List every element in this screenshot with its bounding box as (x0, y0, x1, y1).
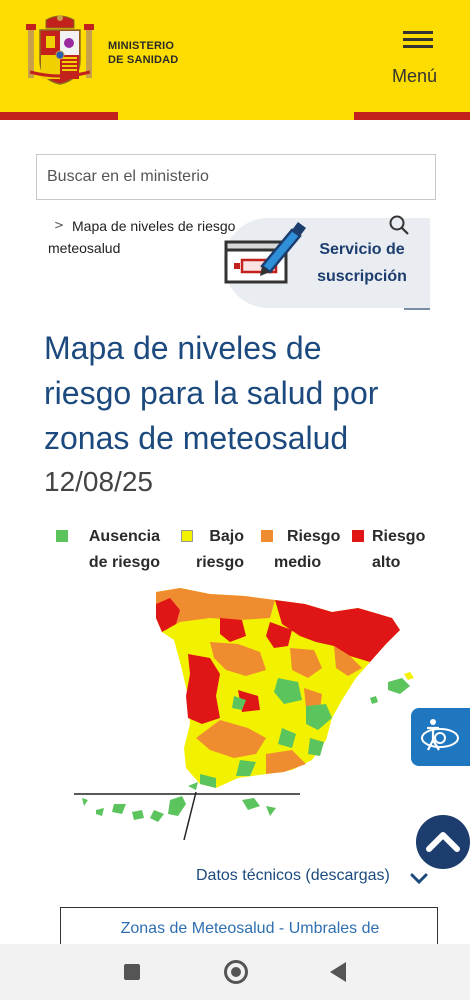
ministry-name[interactable]: MINISTERIO DE SANIDAD (108, 39, 178, 67)
page-title-line-1: Mapa de niveles de (44, 330, 322, 366)
risk-map[interactable] (70, 578, 440, 848)
recents-icon[interactable] (124, 964, 140, 980)
breadcrumb-current: Mapa de niveles de riesgo (72, 218, 236, 234)
legend-label-2b: riesgo (195, 554, 244, 571)
header-stripe-red (0, 112, 118, 120)
back-icon[interactable] (330, 962, 346, 982)
back-to-top-button[interactable] (416, 815, 470, 869)
legend-item-none: Ausencia de riesgo (68, 524, 160, 576)
legend-label-4b: alto (372, 554, 401, 571)
system-navbar (0, 944, 470, 1000)
legend-swatch-medium (261, 530, 273, 542)
coat-of-arms-logo[interactable] (24, 14, 96, 88)
legend-label-3b: medio (274, 554, 322, 571)
site-header: MINISTERIO DE SANIDAD Menú (0, 0, 470, 112)
subscription-underline (404, 308, 430, 310)
legend-item-high: Riesgo alto (372, 524, 436, 576)
subscription-line-1: Servicio de (319, 241, 405, 258)
legend-label-1a: Ausencia (88, 528, 160, 545)
legend-label-2a: Bajo (209, 528, 244, 545)
subscription-label[interactable]: Servicio de suscripción (306, 236, 418, 290)
zones-accordion[interactable]: Zonas de Meteosalud - Umbrales de (60, 907, 438, 957)
home-icon[interactable] (224, 960, 248, 984)
legend-swatch-low (181, 530, 193, 542)
legend-label-3a: Riesgo (287, 528, 341, 545)
menu-button[interactable]: Menú (392, 66, 438, 86)
legend-swatch-high (352, 530, 364, 542)
hamburger-icon[interactable] (403, 31, 433, 48)
header-stripe-red-right (354, 112, 470, 120)
legend-label-1b: de riesgo (88, 554, 160, 571)
ministry-line-1: MINISTERIO (108, 40, 175, 52)
pen-signing-icon (224, 222, 306, 284)
legend-item-medium: Riesgo medio (274, 524, 344, 576)
map-date: 12/08/25 (44, 466, 153, 497)
zones-link[interactable]: Zonas de Meteosalud - Umbrales de (120, 920, 380, 937)
breadcrumb-current-cont: meteosalud (48, 240, 121, 256)
page-title-line-2: riesgo para la salud por (44, 375, 379, 411)
search-icon[interactable] (388, 214, 410, 236)
page-title: Mapa de niveles de riesgo para la salud … (44, 326, 444, 461)
legend-swatch-none (56, 530, 68, 542)
subscription-line-2: suscripción (317, 268, 407, 285)
ministry-line-2: DE SANIDAD (108, 54, 179, 66)
chevron-down-icon[interactable] (410, 872, 428, 886)
header-stripe-yellow (118, 112, 354, 120)
chevron-up-icon (426, 832, 460, 852)
accessibility-button[interactable] (411, 708, 470, 766)
technical-data-link[interactable]: Datos técnicos (descargas) (196, 867, 390, 884)
accessibility-icon (421, 719, 459, 751)
breadcrumb-separator: > (54, 218, 65, 232)
legend-item-low: Bajo riesgo (186, 524, 244, 576)
legend-label-4a: Riesgo (372, 528, 426, 545)
search-input[interactable] (36, 154, 436, 200)
page-title-line-3: zonas de meteosalud (44, 420, 349, 456)
